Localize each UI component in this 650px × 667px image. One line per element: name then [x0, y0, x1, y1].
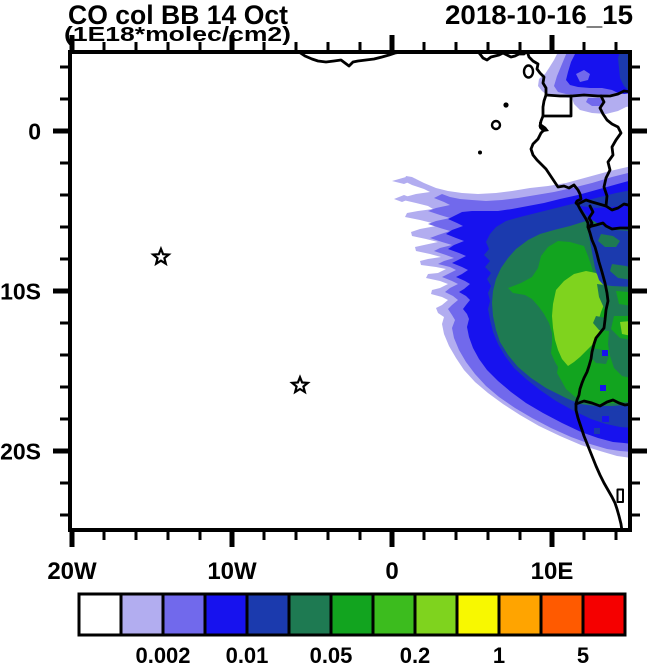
y-axis-label: 20S: [0, 439, 41, 465]
x-axis-label: 10E: [531, 558, 574, 585]
contour-speck-2b: [602, 416, 609, 422]
axis-labels: 20W 10W 0 10E 0 10S 20S: [0, 119, 573, 586]
border-congo-cabinda: [576, 198, 628, 212]
colorbar-cell: [581, 592, 627, 637]
colorbar-cell: [539, 592, 585, 637]
coastline-gulf-of-guinea: [299, 54, 398, 68]
border-equatorial-guinea: [541, 94, 573, 118]
border-drc-angola: [586, 221, 628, 231]
contour-ne-violet-south: [586, 98, 604, 106]
colorbar-label: 0.05: [310, 643, 353, 667]
plot-units-subtitle: (1E18*molec/cm2): [64, 24, 291, 46]
x-axis-label: 20W: [47, 558, 97, 585]
island-bioko: [522, 64, 535, 79]
colorbar-label: 0.002: [135, 643, 190, 667]
colorbar-cell: [245, 592, 291, 637]
contour-inland-chartreuse: [620, 321, 628, 336]
border-angola-namibia: [574, 398, 628, 408]
island-sao-tome: [490, 119, 502, 131]
contour-ne-violet-blob: [576, 70, 590, 82]
colorbar-cell: [161, 592, 207, 637]
y-axis-label: 10S: [0, 279, 41, 305]
colorbar-cell: [413, 592, 459, 637]
colorbar-label: 1: [493, 643, 505, 667]
island-annobon: [478, 150, 482, 155]
contour-wisp-b: [394, 195, 412, 202]
contour-inland-teal-a: [598, 234, 620, 247]
colorbar-cell: [371, 592, 417, 637]
contour-speck-1: [602, 350, 608, 356]
station-markers: [150, 245, 311, 395]
border-cabinda-east: [587, 204, 595, 229]
contour-wisp-a: [392, 177, 416, 184]
map-frame: [68, 50, 632, 532]
y-axis-label: 0: [28, 119, 41, 145]
contour-main-level8: [552, 271, 605, 366]
island-principe: [503, 102, 509, 108]
contour-field: [392, 54, 628, 458]
colorbar-cell: [77, 592, 123, 637]
plot-timestamp: 2018-10-16_15: [445, 0, 633, 30]
contour-speck-2: [600, 385, 606, 391]
star-marker: [289, 374, 311, 395]
contour-inland-teal-s1: [593, 316, 612, 331]
contour-ne-level4: [618, 54, 628, 90]
colorbar-cell: [119, 592, 165, 637]
colorbar-cell: [497, 592, 543, 637]
border-cameroon-gabon: [544, 89, 628, 98]
contour-inland-green-a: [616, 291, 628, 306]
colorbar-cell: [455, 592, 501, 637]
colorbar-cell: [329, 592, 375, 637]
colorbar-cell: [203, 592, 249, 637]
geography: [299, 54, 628, 528]
x-axis-label: 10W: [207, 558, 257, 585]
axis-ticks: [53, 35, 647, 547]
colorbar-label: 0.01: [226, 643, 269, 667]
colorbar-label: 5: [577, 643, 589, 667]
border-gabon-congo: [598, 94, 623, 208]
coastline-africa: [478, 54, 623, 528]
contour-inland-teal-b: [610, 264, 628, 280]
contour-speck-3: [594, 428, 600, 434]
coast-estuary-mark: [539, 122, 549, 132]
x-axis-label: 0: [385, 558, 398, 585]
colorbar: 0.002 0.01 0.05 0.2 1 5: [77, 592, 627, 667]
colorbar-cell: [287, 592, 333, 637]
coast-rect-feature: [616, 488, 624, 503]
star-marker: [150, 245, 172, 267]
colorbar-label: 0.2: [400, 643, 431, 667]
contour-ne-level3: [566, 54, 628, 94]
plot-title: CO col BB 14 Oct: [68, 0, 288, 30]
